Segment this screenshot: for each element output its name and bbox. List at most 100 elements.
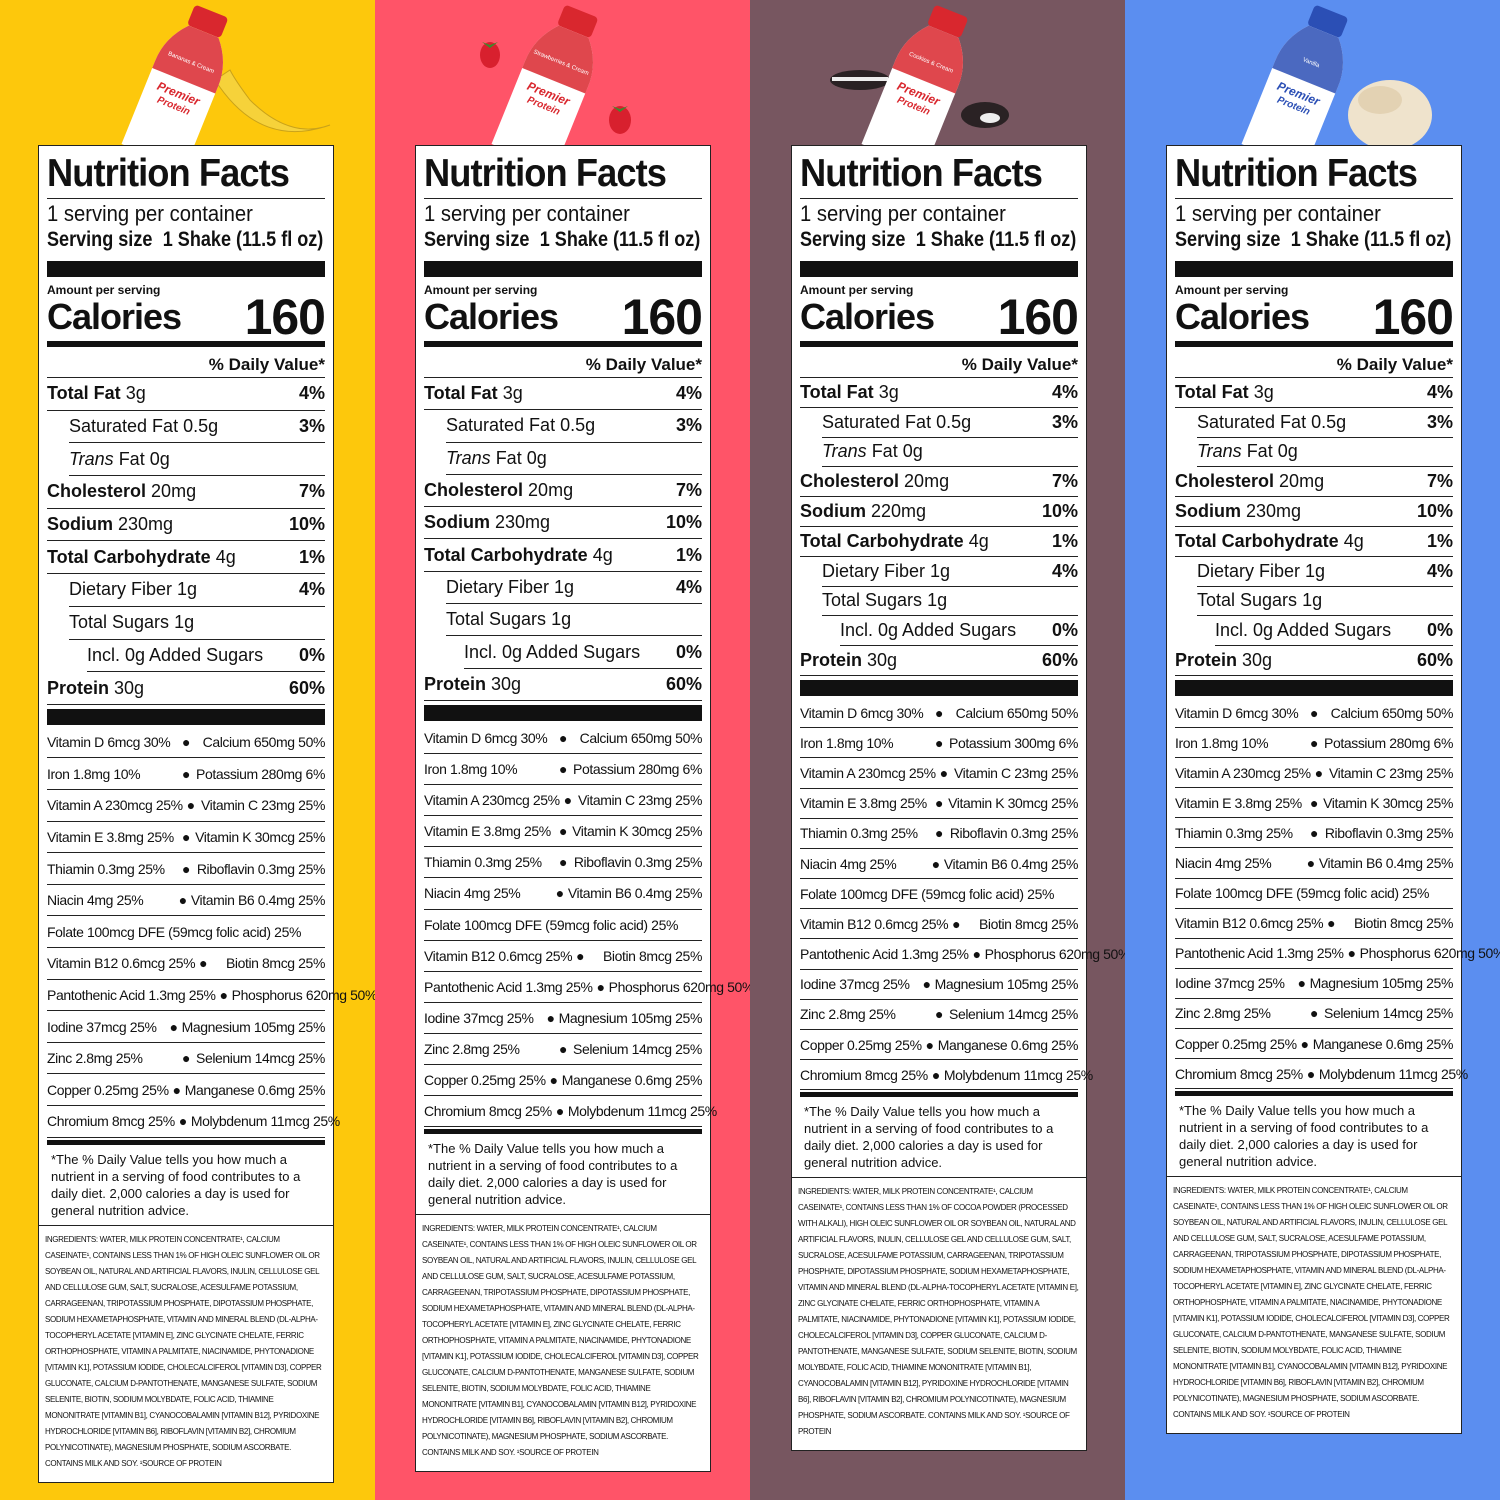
nutrient-amount: 20mg <box>904 471 950 492</box>
nutrient-amount: 0.5g <box>1311 411 1347 432</box>
nutrient-daily-value: 7% <box>1051 471 1078 492</box>
nutrient-name: Saturated Fat <box>1197 411 1307 432</box>
nutrient-name: Total Carbohydrate <box>47 546 211 567</box>
nutrient-name: Total Carbohydrate <box>1175 530 1339 551</box>
nutrient-name: Cholesterol <box>1175 471 1275 492</box>
vitamin-item: Iron 1.8mg 10% <box>424 761 518 778</box>
vitamin-row: Zinc 2.8mg 25% ● Selenium 14mcg 25% <box>47 1043 325 1075</box>
vitamin-item: Vitamin B6 0.4mg 25% <box>190 892 326 909</box>
vitamin-item: Folate 100mcg DFE (59mcg folic acid) 25% <box>424 916 678 933</box>
vitamin-item: Manganese 0.6mg 25% <box>937 1036 1079 1053</box>
vitamin-item: Potassium 280mg 6% <box>573 761 702 778</box>
bullet-icon: ● <box>1309 734 1319 751</box>
vitamin-item: Biotin 8mcg 25% <box>1353 915 1453 932</box>
nutrient-row: Saturated Fat 0.5g 3% <box>1197 408 1453 438</box>
vitamin-item: Niacin 4mg 25% <box>800 855 897 872</box>
vitamin-row: Iodine 37mcg 25% ● Magnesium 105mg 25% <box>1175 969 1453 999</box>
serving-size-value: 1 Shake (11.5 fl oz) <box>1290 228 1452 251</box>
nutrient-amount: 0g <box>526 447 547 468</box>
serving-size-label: Serving size <box>1175 228 1281 251</box>
bullet-icon: ● <box>1309 794 1319 811</box>
nutrient-name: Protein <box>424 673 487 694</box>
vitamin-item: Pantothenic Acid 1.3mg 25% <box>47 986 216 1003</box>
thick-divider <box>800 679 1078 696</box>
nutrient-amount: 0.5g <box>560 415 596 436</box>
thick-divider <box>800 261 1078 277</box>
vitamin-row: Copper 0.25mg 25% ● Manganese 0.6mg 25% <box>47 1074 325 1106</box>
bullet-icon: ● <box>931 855 940 872</box>
vitamin-row: Vitamin A 230mcg 25% ● Vitamin C 23mg 25% <box>1175 758 1453 789</box>
vitamin-row: Vitamin E 3.8mg 25% ● Vitamin K 30mcg 25% <box>800 789 1078 819</box>
thick-divider <box>424 261 702 277</box>
nutrient-row: Total Sugars 1g <box>822 587 1078 617</box>
vitamin-item: Vitamin A 230mcg 25% <box>1175 764 1311 781</box>
serving-size: Serving size 1 Shake (11.5 fl oz) <box>424 227 700 253</box>
vitamin-item: Vitamin D 6mcg 30% <box>424 730 548 747</box>
vitamin-item: Phosphorus 620mg 50% <box>231 986 378 1003</box>
vitamin-row: Folate 100mcg DFE (59mcg folic acid) 25% <box>424 910 702 941</box>
bullet-icon: ● <box>934 1006 944 1023</box>
vitamin-item: Vitamin B6 0.4mg 25% <box>1318 854 1454 871</box>
vitamin-row: Thiamin 0.3mg 25% ● Riboflavin 0.3mg 25% <box>47 853 325 885</box>
calories-row: Calories 160 <box>800 292 1079 342</box>
nutrient-name: Incl. 0g Added Sugars <box>1215 620 1392 641</box>
vitamin-item: Copper 0.25mg 25% <box>1175 1035 1297 1052</box>
bullet-icon: ● <box>558 854 568 871</box>
vitamin-item: Selenium 14mcg 25% <box>1324 1005 1453 1022</box>
nutrient-amount: 20mg <box>1279 471 1325 492</box>
vitamin-item: Selenium 14mcg 25% <box>196 1050 325 1067</box>
nutrient-name: Cholesterol <box>424 480 524 501</box>
bullet-icon: ● <box>1327 915 1336 932</box>
vitamin-item: Magnesium 105mg 25% <box>181 1018 326 1035</box>
vitamin-item: Calcium 650mg 50% <box>955 704 1079 721</box>
vitamin-item: Molybdenum 11mcg 25% <box>567 1103 717 1120</box>
medium-divider <box>800 341 1078 347</box>
nutrient-daily-value: 3% <box>298 416 325 437</box>
serving-size: Serving size 1 Shake (11.5 fl oz) <box>47 227 323 253</box>
nutrient-daily-value: 7% <box>675 480 702 501</box>
bullet-icon: ● <box>172 1081 181 1098</box>
thick-divider <box>47 708 325 725</box>
nutrient-row: Protein 30g 60% <box>47 672 325 705</box>
vitamin-row: Vitamin B12 0.6mcg 25% ● Biotin 8mcg 25% <box>47 948 325 980</box>
nutrient-amount: 30g <box>1242 650 1273 671</box>
vitamin-item: Vitamin C 23mg 25% <box>200 797 325 814</box>
nutrient-name: Incl. 0g Added Sugars <box>840 620 1017 641</box>
nutrient-daily-value: 60% <box>1041 650 1078 671</box>
nutrient-row: Protein 30g 60% <box>800 646 1078 676</box>
bullet-icon: ● <box>922 976 931 993</box>
nutrition-facts-label: Nutrition Facts 1 serving per container … <box>1166 145 1500 1435</box>
nutrient-amount: 4g <box>968 530 989 551</box>
vitamin-row: Chromium 8mcg 25% ● Molybdenum 11mcg 25% <box>1175 1059 1468 1090</box>
divider <box>47 198 325 199</box>
vitamin-row: Iron 1.8mg 10% ● Potassium 300mg 6% <box>800 728 1078 759</box>
nutrient-row: Cholesterol 20mg 7% <box>800 467 1078 498</box>
vitamin-row: Iodine 37mcg 25% ● Magnesium 105mg 25% <box>800 970 1078 1000</box>
nutrient-row: Total Sugars 1g <box>1197 587 1453 617</box>
calories-row: Calories 160 <box>1175 292 1454 342</box>
nutrient-row: Saturated Fat 0.5g 3% <box>69 411 325 444</box>
vitamin-item: Vitamin D 6mcg 30% <box>1175 704 1299 721</box>
vitamin-row: Vitamin D 6mcg 30% ● Calcium 650mg 50% <box>47 727 325 759</box>
bullet-icon: ● <box>549 1072 558 1089</box>
vitamin-item: Copper 0.25mg 25% <box>800 1036 922 1053</box>
serving-size: Serving size 1 Shake (11.5 fl oz) <box>1175 227 1451 253</box>
nutrient-name: Dietary Fiber <box>446 576 550 597</box>
nutrient-row: Trans Fat 0g <box>446 443 702 475</box>
nutrient-row: Total Sugars 1g <box>69 607 325 640</box>
nutrient-daily-value: 10% <box>288 514 325 535</box>
nutrient-row: Incl. 0g Added Sugars 0% <box>840 616 1078 647</box>
vitamin-item: Magnesium 105mg 25% <box>558 1009 703 1026</box>
vitamin-item: Vitamin D 6mcg 30% <box>47 734 171 751</box>
nutrient-name: Total Sugars <box>69 612 170 633</box>
nutrient-row: Dietary Fiber 1g 4% <box>69 574 325 607</box>
vitamin-row: Vitamin A 230mcg 25% ● Vitamin C 23mg 25% <box>47 790 325 822</box>
servings-per-container: 1 serving per container <box>47 201 253 226</box>
vitamin-item: Thiamin 0.3mg 25% <box>1175 824 1293 841</box>
nutrient-row: Cholesterol 20mg 7% <box>47 476 325 509</box>
nutrient-row: Trans Fat 0g <box>69 443 325 477</box>
nutrient-daily-value: 1% <box>298 546 325 567</box>
serving-size-value: 1 Shake (11.5 fl oz) <box>162 228 324 251</box>
vitamin-item: Biotin 8mcg 25% <box>225 955 325 972</box>
vitamin-item: Biotin 8mcg 25% <box>978 915 1078 932</box>
